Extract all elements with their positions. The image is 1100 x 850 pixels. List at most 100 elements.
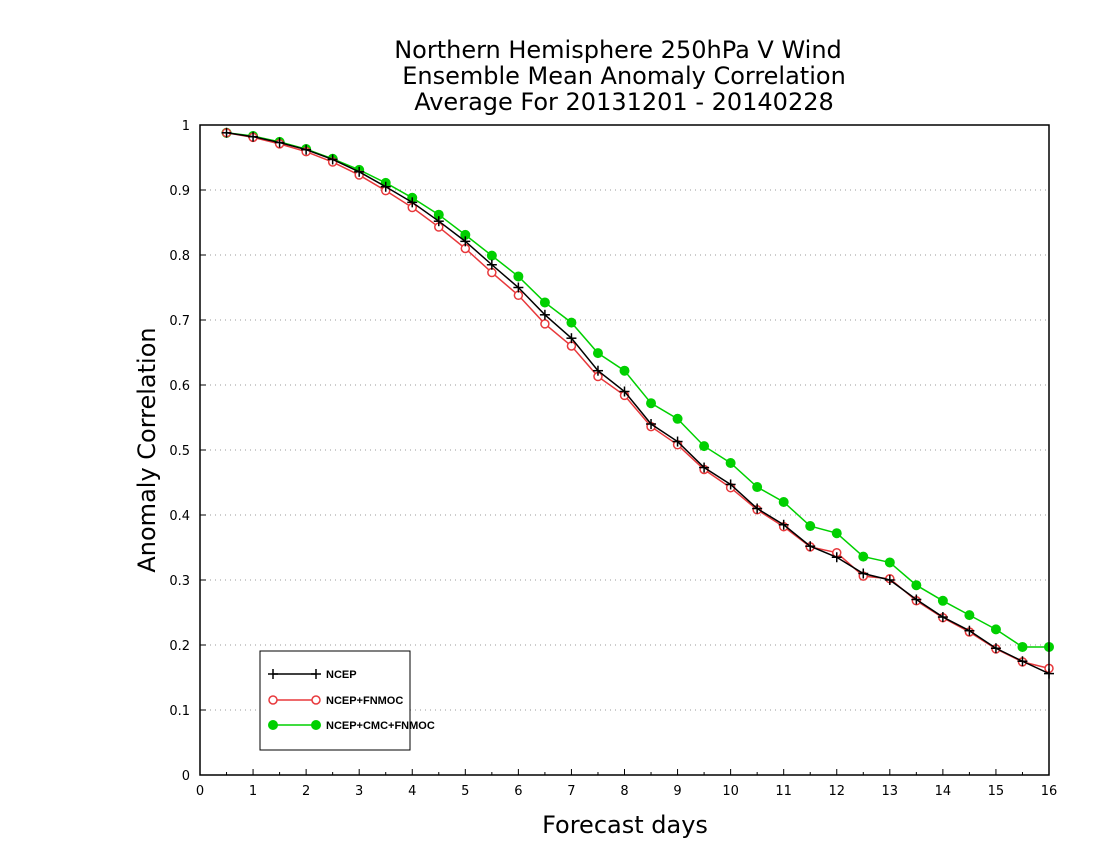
title-line: Northern Hemisphere 250hPa V Wind: [394, 36, 842, 64]
data-point: [858, 568, 869, 579]
data-point: [911, 594, 922, 605]
legend-entry: NCEP: [268, 669, 357, 681]
y-tick-label: 0.8: [169, 249, 190, 264]
data-point: [990, 643, 1001, 654]
data-point: [221, 127, 232, 138]
data-point: [672, 436, 683, 447]
x-tick-label: 2: [302, 784, 310, 799]
data-point: [752, 482, 763, 493]
y-axis-ticks: 0 0.1 0.2 0.3 0.4 0.5 0.6 0.7 0.8 0.9 1: [169, 119, 206, 784]
legend-entry: NCEP+FNMOC: [268, 695, 403, 707]
data-point: [274, 137, 285, 148]
legend-marker: [311, 695, 321, 705]
data-point: [619, 365, 630, 376]
data-point: [831, 528, 842, 539]
x-tick-label: 4: [408, 784, 416, 799]
data-point: [937, 595, 948, 606]
y-tick-label: 0.7: [169, 314, 190, 329]
x-tick-label: 9: [673, 784, 681, 799]
data-point: [805, 541, 816, 552]
x-tick-label: 7: [567, 784, 575, 799]
data-point: [672, 413, 683, 424]
y-tick-label: 0: [182, 769, 190, 784]
series-line: [226, 132, 1049, 648]
data-point: [407, 197, 418, 208]
data-point: [592, 348, 603, 359]
y-tick-label: 0.9: [169, 184, 190, 199]
title-line: Ensemble Mean Anomaly Correlation: [402, 62, 846, 90]
data-point: [354, 166, 365, 177]
legend-marker: [268, 695, 278, 705]
x-axis-label: Forecast days: [542, 811, 708, 839]
data-point: [486, 250, 497, 261]
y-tick-label: 0.3: [169, 574, 190, 589]
x-tick-label: 1: [249, 784, 257, 799]
data-point: [831, 552, 842, 563]
legend-label: NCEP: [326, 669, 357, 681]
data-point: [433, 216, 444, 227]
series-ncep-cmc-fnmoc: [221, 127, 1054, 652]
data-point: [725, 458, 736, 468]
gridlines: [200, 189, 1049, 711]
data-point: [884, 575, 895, 585]
x-tick-label: 3: [355, 784, 363, 799]
data-point: [513, 282, 524, 293]
data-point: [301, 144, 312, 155]
data-point: [911, 580, 922, 591]
data-point: [539, 297, 550, 308]
y-tick-label: 0.4: [169, 509, 190, 524]
data-point: [592, 365, 603, 376]
data-point: [964, 610, 975, 621]
x-axis-ticks: 0 1 2 3 4 5 6 7 8 9 10 11 12 13 14 15 16: [196, 769, 1057, 799]
series-lines: [221, 127, 1054, 679]
x-tick-label: 6: [514, 784, 522, 799]
legend-marker: [311, 720, 321, 730]
data-point: [327, 154, 338, 165]
data-point: [699, 441, 710, 452]
data-point: [990, 624, 1001, 635]
data-point: [539, 309, 550, 320]
data-point: [566, 317, 577, 328]
y-axis-label: Anomaly Correlation: [133, 327, 161, 572]
data-point: [540, 319, 550, 329]
data-point: [566, 333, 577, 344]
data-point: [646, 419, 657, 429]
data-point: [699, 462, 710, 473]
series-ncep: [221, 127, 1054, 679]
legend: NCEP NCEP+FNMOC NCEP+CMC+FNMOC: [259, 650, 435, 751]
x-tick-label: 14: [935, 784, 952, 799]
series-ncep-fnmoc: [221, 128, 1054, 674]
x-tick-label: 16: [1041, 784, 1058, 799]
data-point: [513, 271, 524, 282]
data-point: [1017, 641, 1028, 652]
data-point: [1017, 656, 1028, 667]
title-line: Average For 20131201 - 20140228: [414, 88, 834, 116]
x-tick-label: 12: [828, 784, 845, 799]
data-point: [646, 398, 657, 409]
legend-marker: [311, 669, 321, 679]
data-point: [752, 503, 763, 514]
data-point: [937, 612, 948, 623]
data-point: [964, 625, 975, 636]
data-point: [778, 497, 789, 507]
data-point: [619, 386, 630, 397]
legend-entry: NCEP+CMC+FNMOC: [268, 720, 435, 732]
data-point: [725, 479, 736, 490]
data-point: [486, 259, 497, 270]
data-point: [380, 181, 391, 192]
data-point: [858, 551, 869, 562]
y-tick-label: 0.5: [169, 444, 190, 459]
x-tick-label: 8: [620, 784, 628, 799]
y-tick-label: 0.6: [169, 379, 190, 394]
data-point: [805, 521, 816, 532]
data-point: [248, 131, 259, 142]
data-point: [778, 519, 789, 530]
legend-label: NCEP+FNMOC: [326, 695, 403, 707]
x-tick-label: 10: [722, 784, 739, 799]
legend-marker: [268, 669, 278, 679]
x-tick-label: 15: [988, 784, 1005, 799]
chart-title: Northern Hemisphere 250hPa V WindEnsembl…: [394, 36, 846, 116]
x-tick-label: 5: [461, 784, 469, 799]
series-line: [226, 132, 1050, 670]
